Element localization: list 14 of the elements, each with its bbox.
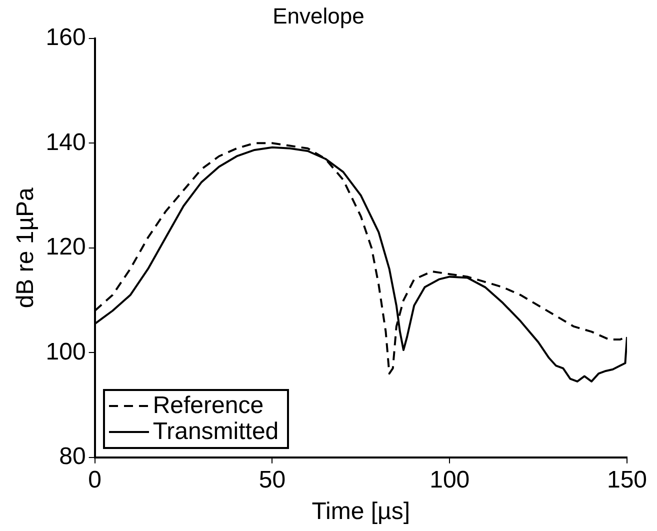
legend-label: Transmitted [152, 418, 279, 446]
y-tick-label: 80 [59, 443, 86, 470]
x-axis-title: Time [µs] [312, 498, 410, 526]
x-tick-label: 0 [88, 466, 102, 494]
y-tick-label: 160 [46, 24, 86, 52]
chart-title: Envelope [272, 3, 364, 28]
y-tick-label: 120 [46, 234, 86, 261]
x-tick-label: 50 [258, 466, 286, 494]
y-axis-title: dB re 1µPa [12, 186, 40, 308]
y-tick-label: 140 [46, 128, 86, 156]
y-tick-label: 100 [46, 338, 86, 366]
legend-label: Reference [152, 392, 264, 420]
x-tick-label: 100 [430, 466, 470, 494]
x-tick-label: 150 [606, 466, 648, 494]
